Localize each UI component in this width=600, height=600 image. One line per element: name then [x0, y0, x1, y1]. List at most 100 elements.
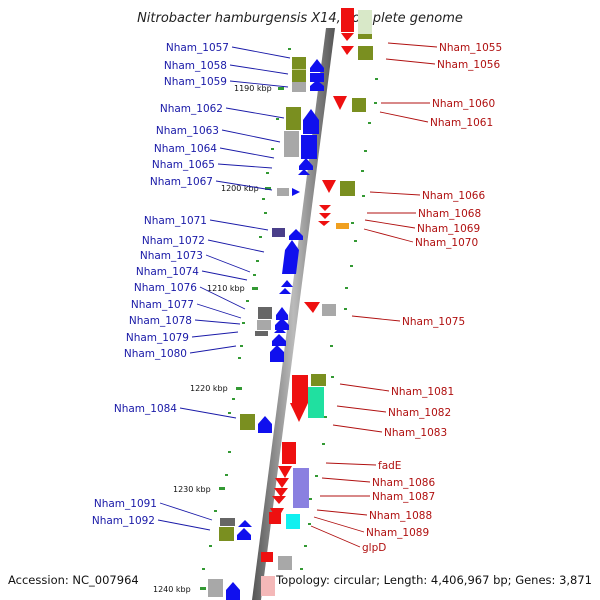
gene-glyph — [310, 89, 324, 91]
gene-glyph — [292, 57, 306, 92]
gene-label[interactable]: Nham_1065 — [152, 159, 215, 171]
gene-glyph — [336, 223, 349, 229]
gene-label[interactable]: fadE — [378, 460, 401, 472]
gene-arrow — [304, 302, 320, 313]
gene-label[interactable]: Nham_1070 — [415, 237, 478, 249]
gene-glyph — [286, 107, 301, 130]
gene-label[interactable]: Nham_1059 — [164, 76, 227, 88]
gene-arrow — [237, 528, 251, 540]
gene-label[interactable]: Nham_1068 — [418, 208, 481, 220]
gene-glyph — [340, 181, 355, 196]
gene-arrow — [341, 33, 354, 41]
gene-label[interactable]: Nham_1066 — [422, 190, 485, 202]
kbp-label: 1190 kbp — [234, 84, 272, 93]
minor-ticks — [202, 48, 378, 570]
gene-label[interactable]: Nham_1071 — [144, 215, 207, 227]
gene-label[interactable]: Nham_1089 — [366, 527, 429, 539]
gene-label[interactable]: Nham_1076 — [134, 282, 197, 294]
gene-label[interactable]: Nham_1087 — [372, 491, 435, 503]
gene-glyph — [352, 98, 366, 112]
gene-glyph — [311, 374, 326, 386]
gene-label[interactable]: Nham_1092 — [92, 515, 155, 527]
kbp-label: 1220 kbp — [190, 384, 228, 393]
gene-glyph — [261, 552, 273, 562]
kbp-label: 1200 kbp — [221, 184, 259, 193]
gene-arrow — [289, 229, 303, 240]
gene-glyph — [240, 414, 255, 430]
gene-arrow — [278, 466, 292, 478]
gene-glyph — [358, 10, 372, 34]
gene-label[interactable]: Nham_1075 — [402, 316, 465, 328]
gene-arrow — [333, 96, 347, 110]
gene-arrow — [272, 496, 286, 504]
gene-arrow — [341, 46, 354, 55]
gene-label[interactable]: Nham_1061 — [430, 117, 493, 129]
gene-arrow — [238, 520, 252, 527]
gene-label[interactable]: Nham_1079 — [126, 332, 189, 344]
gene-label[interactable]: Nham_1056 — [437, 59, 500, 71]
gene-arrow — [279, 288, 291, 294]
gene-arrow — [270, 345, 284, 362]
gene-glyph — [292, 375, 308, 403]
gene-arrow — [226, 582, 240, 600]
gene-arrow — [290, 403, 308, 422]
gene-label[interactable]: Nham_1060 — [432, 98, 495, 110]
gene-label[interactable]: Nham_1086 — [372, 477, 435, 489]
gene-arrow — [274, 327, 286, 333]
gene-label[interactable]: Nham_1084 — [114, 403, 177, 415]
gene-glyph — [220, 518, 235, 526]
accession-text: Accession: NC_007964 — [8, 573, 139, 587]
gene-label[interactable]: Nham_1078 — [129, 315, 192, 327]
gene-arrow — [303, 109, 319, 134]
gene-label[interactable]: Nham_1074 — [136, 266, 199, 278]
gene-label[interactable]: Nham_1088 — [369, 510, 432, 522]
gene-glyph — [282, 442, 296, 464]
gene-label[interactable]: Nham_1083 — [384, 427, 447, 439]
gene-arrow — [282, 240, 299, 274]
gene-glyph — [272, 228, 285, 237]
gene-label[interactable]: Nham_1069 — [417, 223, 480, 235]
map-title: Nitrobacter hamburgensis X14, complete g… — [137, 11, 463, 26]
gene-glyph — [286, 514, 300, 529]
gene-glyph — [269, 512, 281, 524]
gene-label[interactable]: Nham_1077 — [131, 299, 194, 311]
gene-label[interactable]: Nham_1072 — [142, 235, 205, 247]
gene-arrow — [319, 205, 331, 211]
gene-label[interactable]: Nham_1057 — [166, 42, 229, 54]
gene-label[interactable]: Nham_1062 — [160, 103, 223, 115]
gene-glyph — [258, 307, 272, 319]
gene-label[interactable]: Nham_1082 — [388, 407, 451, 419]
gene-label[interactable]: Nham_1073 — [140, 250, 203, 262]
gene-arrow — [318, 221, 330, 226]
chromosome-backbone — [252, 28, 335, 600]
gene-label[interactable]: glpD — [362, 542, 386, 554]
gene-label[interactable]: Nham_1080 — [124, 348, 187, 360]
gene-arrow — [276, 307, 288, 320]
gene-label[interactable]: Nham_1067 — [150, 176, 213, 188]
gene-arrow — [299, 158, 313, 170]
gene-glyph — [219, 527, 234, 541]
gene-glyph — [255, 331, 268, 336]
right-gene-labels: Nham_1055 Nham_1056 Nham_1060 Nham_1061 … — [362, 42, 502, 554]
gene-arrow — [310, 80, 324, 90]
gene-glyph — [293, 468, 309, 508]
gene-glyph — [308, 387, 324, 418]
gene-label[interactable]: Nham_1064 — [154, 143, 217, 155]
gene-arrow — [322, 180, 336, 193]
gene-label[interactable]: Nham_1055 — [439, 42, 502, 54]
gene-label[interactable]: Nham_1063 — [156, 125, 219, 137]
gene-glyph — [284, 131, 299, 157]
gene-arrow — [281, 280, 293, 287]
gene-glyph — [358, 34, 372, 39]
left-gene-labels: Nham_1057 Nham_1058 Nham_1059 Nham_1062 … — [92, 42, 229, 527]
left-leader-lines — [157, 46, 291, 531]
gene-glyph — [322, 304, 336, 316]
gene-label[interactable]: Nham_1091 — [94, 498, 157, 510]
right-leader-lines — [310, 42, 438, 548]
gene-label[interactable]: Nham_1081 — [391, 386, 454, 398]
forward-strand-genes — [208, 57, 324, 600]
gene-arrow — [275, 478, 289, 488]
gene-label[interactable]: Nham_1058 — [164, 60, 227, 72]
topology-text: Topology: circular; Length: 4,406,967 bp… — [276, 573, 592, 587]
gene-arrow — [272, 334, 286, 346]
